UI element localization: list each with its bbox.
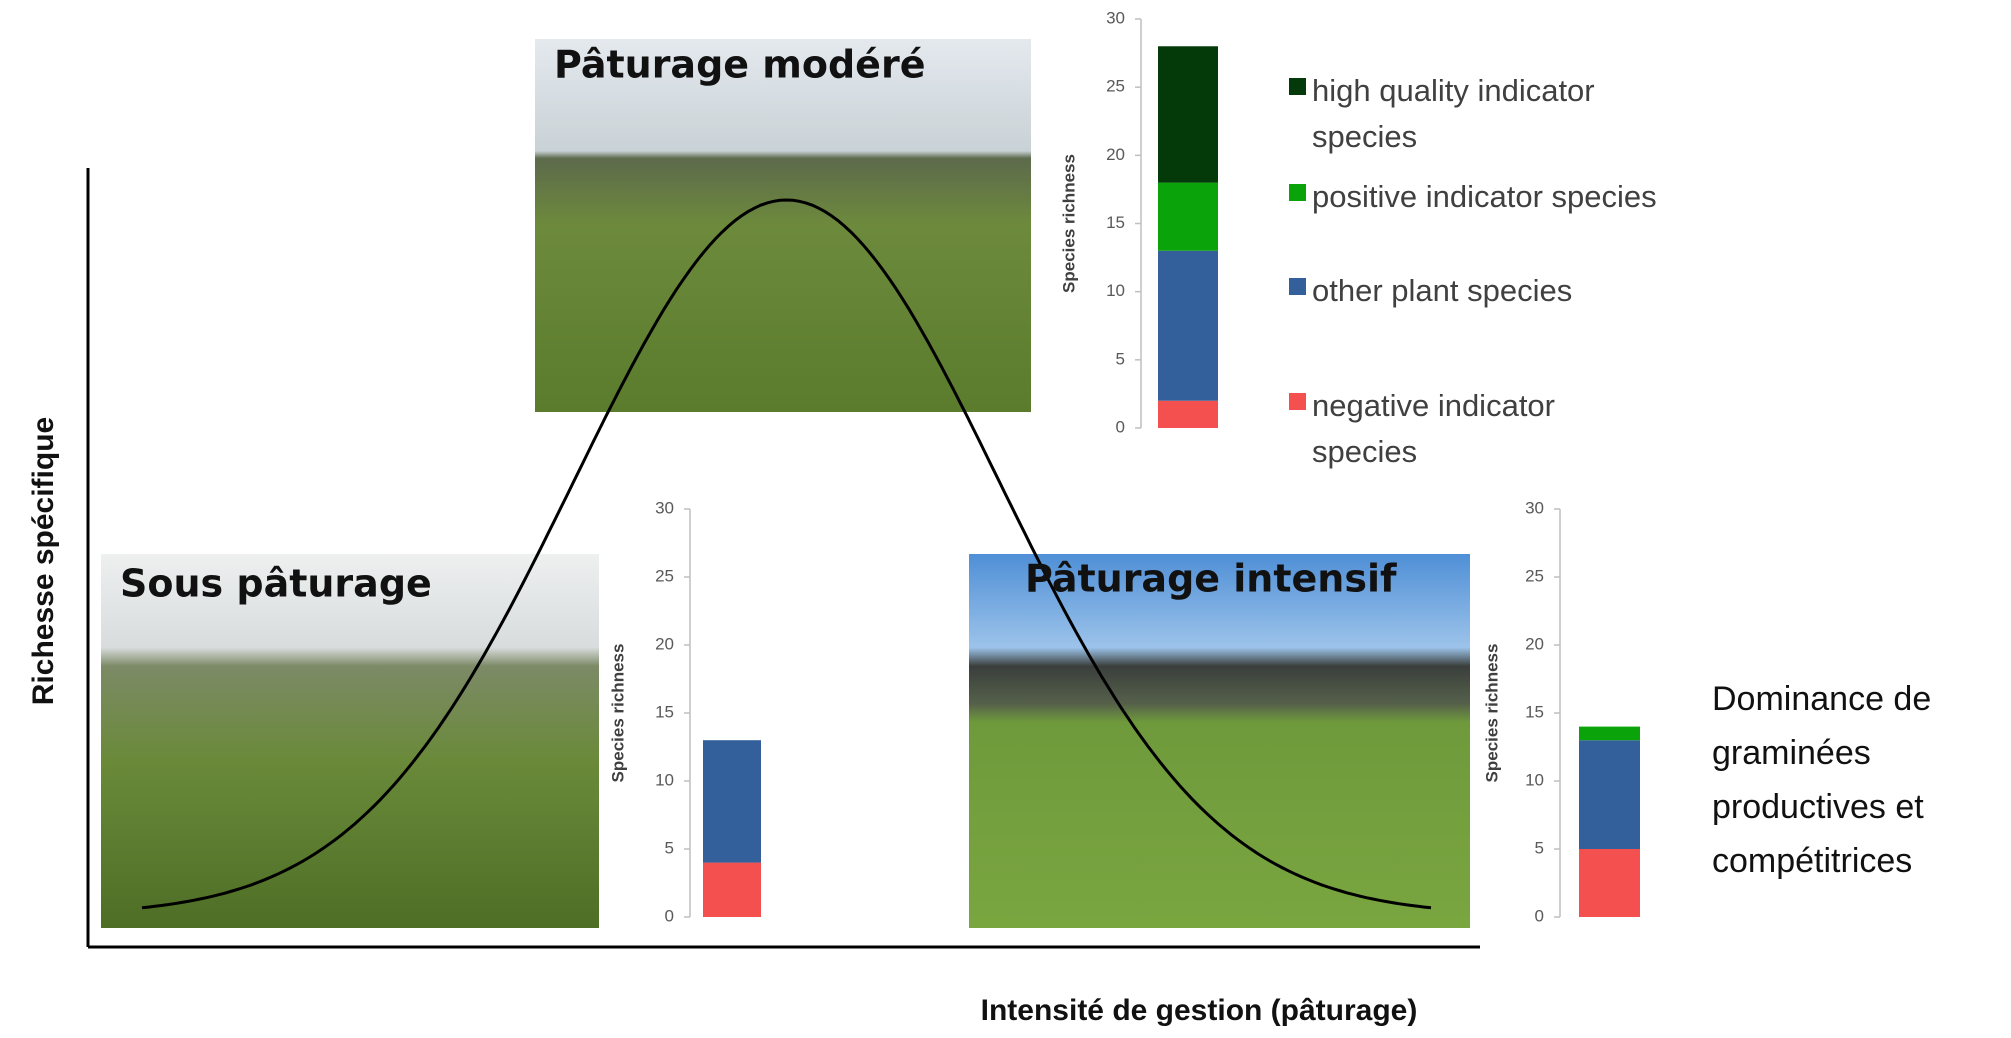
annotation: Dominance de graminées productives et co… <box>1712 672 1931 888</box>
photo <box>101 554 599 928</box>
bar-segment <box>1158 183 1218 251</box>
annotation-line: graminées <box>1712 726 1931 780</box>
y-tick-label: 5 <box>665 838 674 857</box>
annotation-line: productives et <box>1712 780 1931 834</box>
y-tick-label: 30 <box>1106 8 1125 27</box>
y-tick-label: 15 <box>655 702 674 721</box>
diagram: Pâturage modéré Sous pâturage Pâturage i… <box>0 0 2011 1038</box>
legend-swatch <box>1289 78 1306 95</box>
legend-entry: other plant species <box>1289 268 1669 314</box>
y-axis-title: Richesse spécifique <box>27 417 60 705</box>
photo-label: Pâturage modéré <box>554 43 925 87</box>
bar-segment <box>1158 251 1218 401</box>
photo-label: Pâturage intensif <box>1025 557 1397 601</box>
legend-entry: positive indicator species <box>1289 174 1669 220</box>
y-axis-label: Species richness <box>1059 154 1078 293</box>
legend-label: other plant species <box>1312 268 1662 314</box>
bar-segment <box>703 863 761 917</box>
annotation-line: Dominance de <box>1712 672 1931 726</box>
y-tick-label: 30 <box>1525 498 1544 517</box>
legend-entry: high quality indicator species <box>1289 68 1669 160</box>
legend-swatch <box>1289 393 1306 410</box>
bar-segment <box>1579 740 1640 849</box>
annotation-line: compétitrices <box>1712 834 1931 888</box>
legend-label: positive indicator species <box>1312 174 1662 220</box>
y-tick-label: 30 <box>655 498 674 517</box>
photo <box>969 554 1470 928</box>
y-tick-label: 15 <box>1525 702 1544 721</box>
legend-label: negative indicator species <box>1312 383 1662 475</box>
y-tick-label: 0 <box>1535 906 1544 925</box>
legend-entry: negative indicator species <box>1289 383 1669 475</box>
y-tick-label: 15 <box>1106 213 1125 232</box>
photo <box>535 39 1031 412</box>
bar-segment <box>1579 727 1640 741</box>
legend-swatch <box>1289 278 1306 295</box>
y-tick-label: 5 <box>1116 349 1125 368</box>
y-tick-label: 10 <box>655 770 674 789</box>
y-tick-label: 0 <box>1116 417 1125 436</box>
bar-segment <box>703 740 761 862</box>
legend-swatch <box>1289 184 1306 201</box>
x-axis-title: Intensité de gestion (pâturage) <box>981 994 1418 1027</box>
bar-segment <box>1158 401 1218 428</box>
y-tick-label: 20 <box>655 634 674 653</box>
y-tick-label: 10 <box>1525 770 1544 789</box>
y-tick-label: 25 <box>1106 77 1125 96</box>
y-axis-label: Species richness <box>1482 644 1501 783</box>
photo-label: Sous pâturage <box>120 562 432 606</box>
legend-label: high quality indicator species <box>1312 68 1662 160</box>
slide: Pâturage modéré Sous pâturage Pâturage i… <box>0 0 2011 1038</box>
bar-segment <box>1579 849 1640 917</box>
y-tick-label: 20 <box>1106 145 1125 164</box>
y-tick-label: 10 <box>1106 281 1125 300</box>
y-axis-label: Species richness <box>608 644 627 783</box>
y-tick-label: 25 <box>1525 566 1544 585</box>
y-tick-label: 20 <box>1525 634 1544 653</box>
y-tick-label: 25 <box>655 566 674 585</box>
bar-segment <box>1158 46 1218 182</box>
y-tick-label: 5 <box>1535 838 1544 857</box>
y-tick-label: 0 <box>665 906 674 925</box>
